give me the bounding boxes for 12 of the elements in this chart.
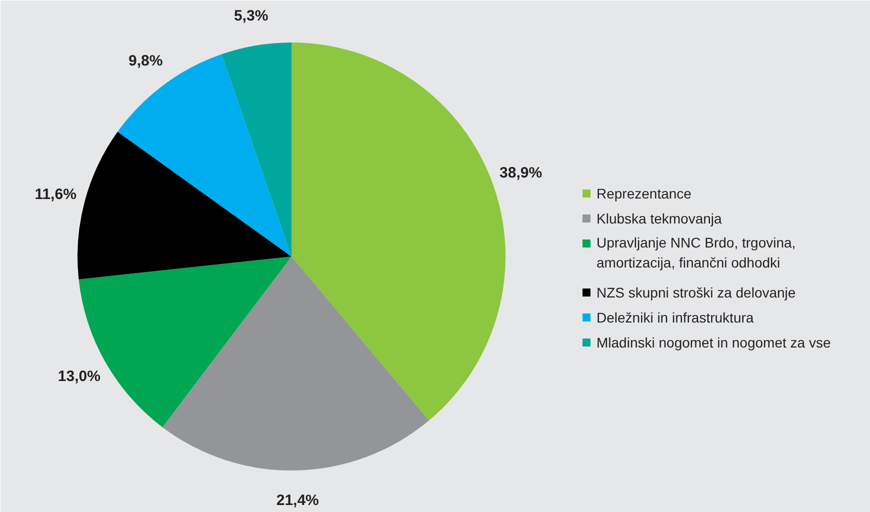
- data-label: 21,4%: [276, 492, 319, 509]
- legend-label: Mladinski nogomet in nogomet za vse: [596, 334, 831, 350]
- legend-label: NZS skupni stroški za delovanje: [596, 284, 796, 300]
- legend-label: Upravljanje NNC Brdo, trgovina, amortizacija, finančni odhodki: [596, 234, 796, 270]
- legend-label: Klubska tekmovanja: [596, 210, 722, 226]
- data-label: 11,6%: [34, 186, 76, 203]
- legend-label: Deležniki in infrastruktura: [596, 310, 754, 326]
- legend-label: Reprezentance: [596, 186, 692, 202]
- data-label: 38,9%: [500, 164, 542, 182]
- data-label: 9,8%: [128, 52, 163, 70]
- data-label: 5,3%: [234, 7, 268, 24]
- data-label: 13,0%: [58, 368, 100, 386]
